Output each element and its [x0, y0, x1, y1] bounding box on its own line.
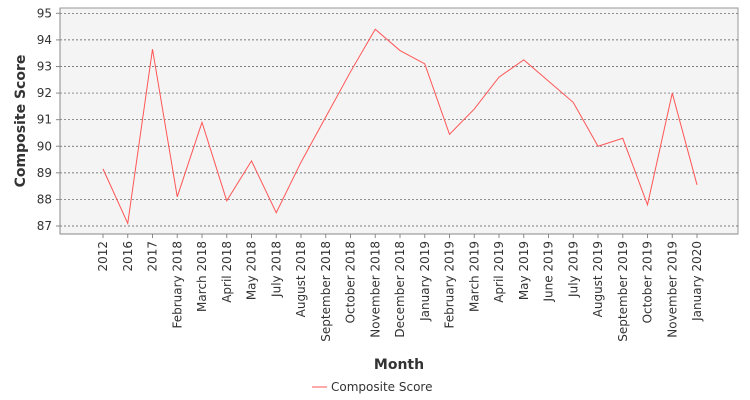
- x-tick-label-3: February 2018: [170, 241, 184, 329]
- legend-label: Composite Score: [331, 380, 432, 394]
- x-tick-label-6: May 2018: [245, 241, 259, 300]
- x-tick-label-21: September 2019: [616, 241, 630, 342]
- y-axis-ticks: 87 88 89 90 91 92 93 94 95: [37, 6, 60, 233]
- y-tick-label-0: 87: [37, 219, 52, 233]
- x-tick-label-5: April 2018: [220, 241, 234, 303]
- x-tick-label-10: October 2018: [344, 241, 358, 323]
- x-tick-label-0: 2012: [96, 241, 110, 272]
- x-tick-label-4: March 2018: [195, 241, 209, 312]
- x-tick-label-12: December 2018: [393, 241, 407, 338]
- x-tick-label-11: November 2018: [368, 241, 382, 338]
- x-tick-label-13: January 2019: [418, 241, 432, 322]
- series-layer: [102, 28, 698, 226]
- legend: Composite Score: [312, 380, 432, 394]
- plot-background: [59, 7, 739, 235]
- grid-lines: [60, 12, 738, 227]
- x-tick-label-20: August 2019: [591, 241, 605, 317]
- x-tick-label-1: 2016: [121, 241, 135, 272]
- y-axis-title: Composite Score: [13, 55, 29, 188]
- y-tick-label-3: 90: [37, 139, 52, 153]
- y-tick-label-2: 89: [37, 166, 52, 180]
- y-tick-label-8: 95: [37, 6, 52, 20]
- x-tick-label-15: March 2019: [467, 241, 481, 312]
- y-tick-label-5: 92: [37, 86, 52, 100]
- x-tick-label-7: July 2018: [269, 241, 283, 298]
- x-tick-label-24: January 2020: [690, 241, 704, 322]
- x-axis-ticks: 2012 2016 2017 February 2018 March 2018 April…: [96, 234, 704, 342]
- y-tick-label-4: 91: [37, 113, 52, 127]
- x-tick-label-22: October 2019: [641, 241, 655, 323]
- x-tick-label-14: February 2019: [443, 241, 457, 329]
- x-tick-label-9: September 2018: [319, 241, 333, 342]
- x-tick-label-16: April 2019: [492, 241, 506, 303]
- y-tick-label-6: 93: [37, 59, 52, 73]
- x-axis-title: Month: [374, 357, 424, 373]
- x-tick-label-19: July 2019: [566, 241, 580, 298]
- series-line-0: [102, 28, 698, 226]
- x-tick-label-2: 2017: [146, 241, 160, 272]
- y-tick-label-7: 94: [37, 33, 52, 47]
- x-tick-label-8: August 2018: [294, 241, 308, 317]
- x-tick-label-23: November 2019: [665, 241, 679, 338]
- x-tick-label-18: June 2019: [542, 241, 556, 303]
- x-tick-label-17: May 2019: [517, 241, 531, 300]
- y-tick-label-1: 88: [37, 192, 52, 206]
